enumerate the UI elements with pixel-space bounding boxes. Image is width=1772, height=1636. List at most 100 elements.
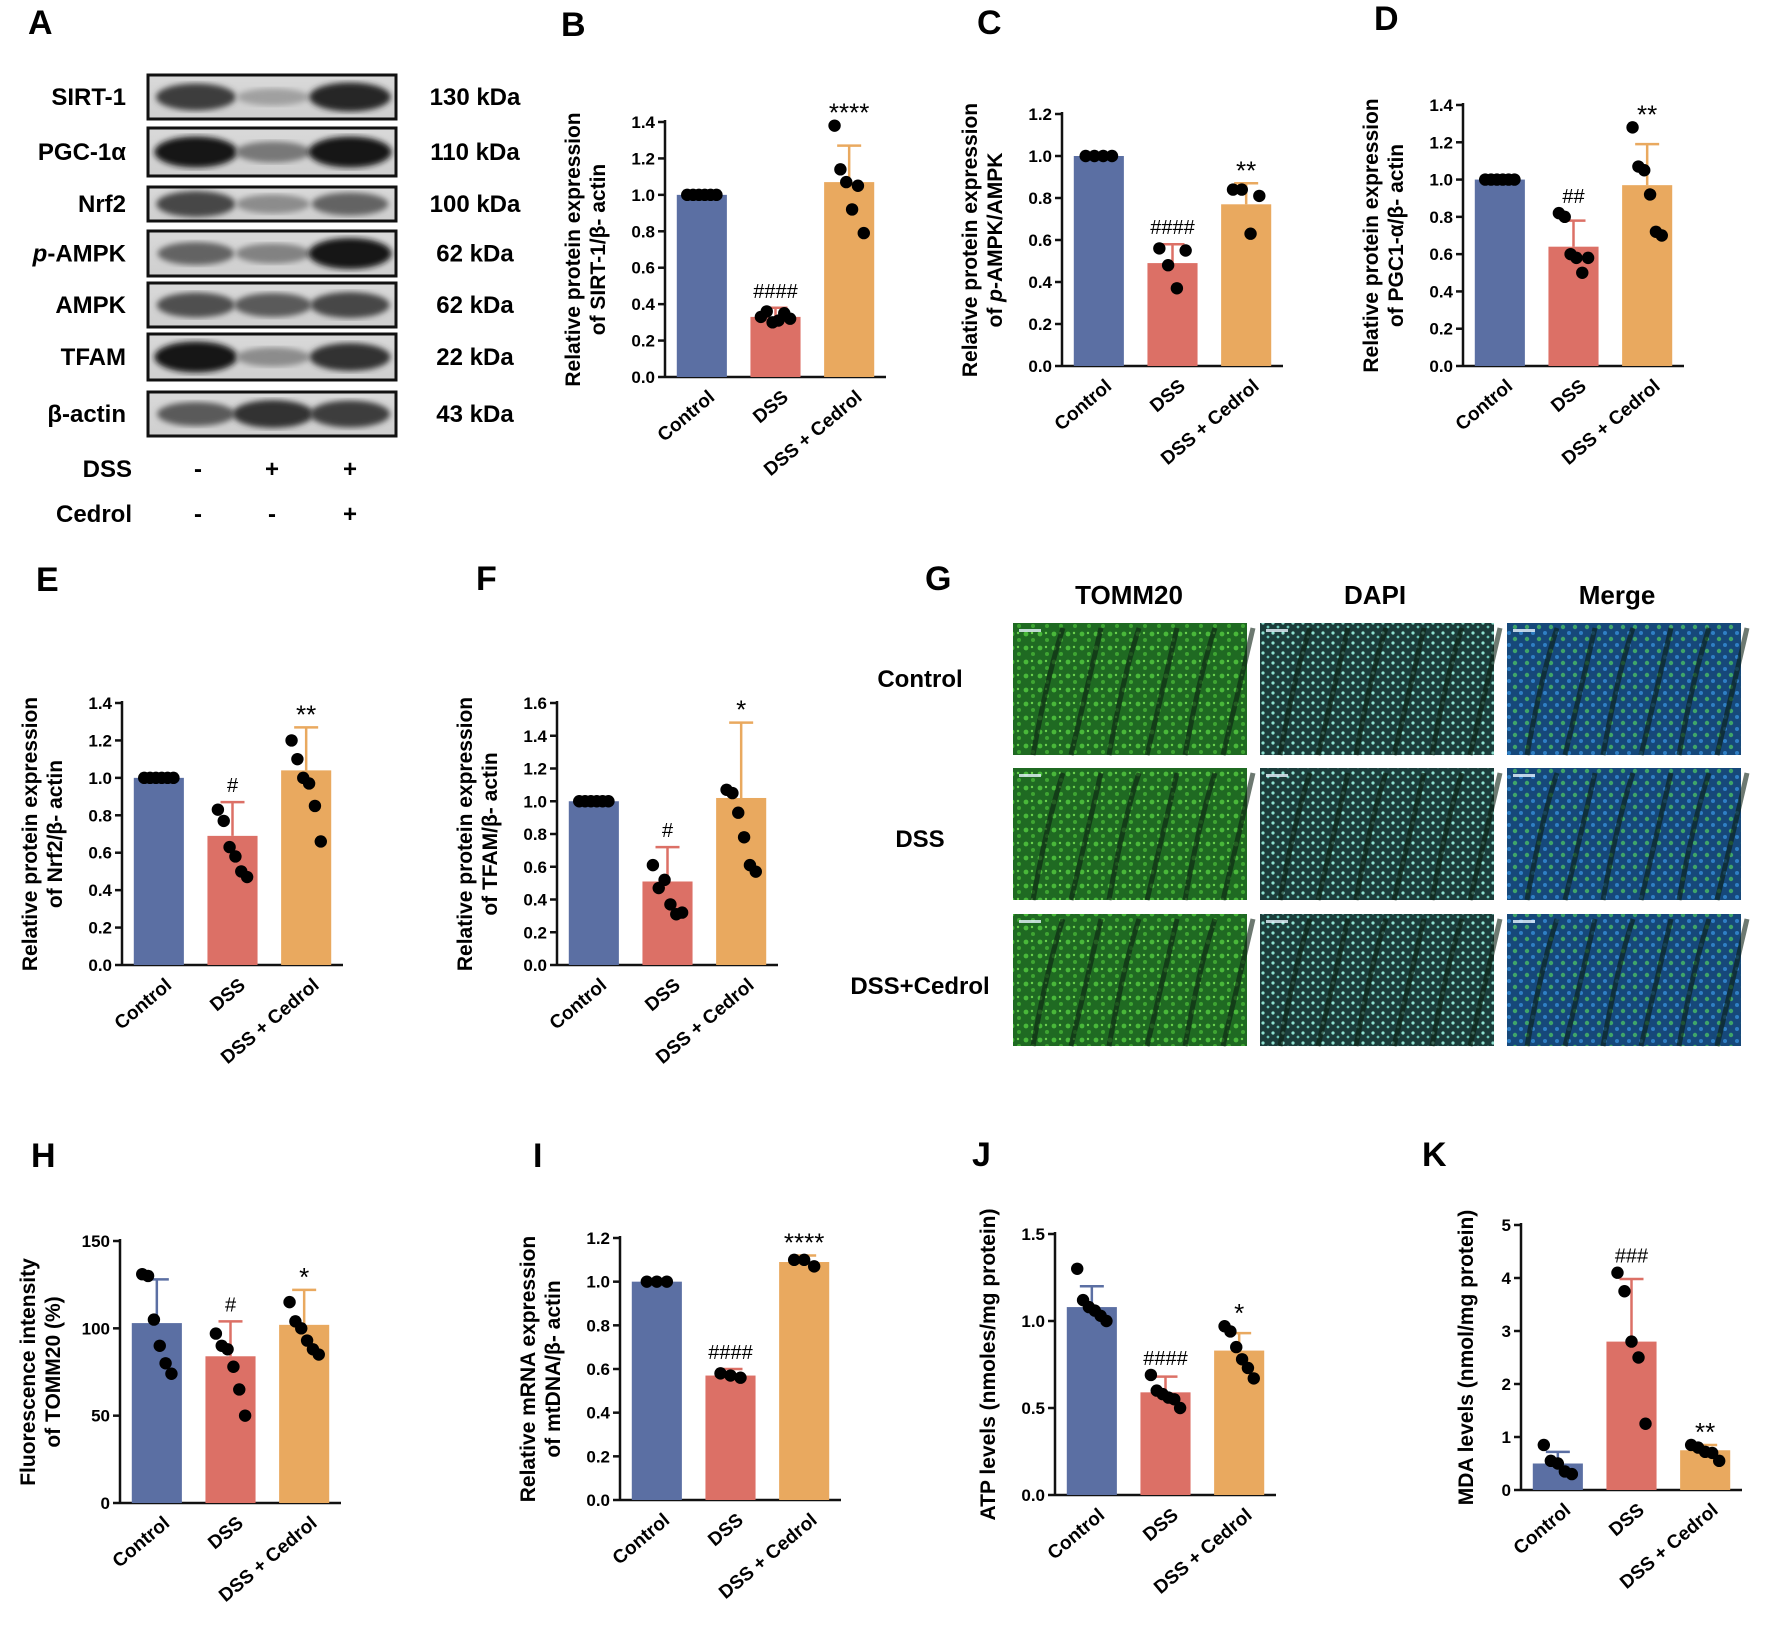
significance-label: * [736,695,746,725]
x-category-label: Control [109,1513,174,1573]
data-point [602,795,615,808]
blot-band [236,194,310,214]
bar-dss [1147,263,1198,366]
chart-f: F 0.0 0.2 0.4 0.6 0.8 1.0 1.2 1.4 1.6 Relative pro… [454,560,778,1069]
data-point [1161,259,1175,272]
y-tick-label: 0.6 [586,1360,610,1379]
data-point [851,179,865,192]
data-point [283,1295,296,1309]
data-point [1153,242,1166,255]
data-point [1179,244,1192,257]
data-point [221,1343,234,1356]
blot-band [309,343,391,371]
blot-kda-label: 62 kDa [436,241,514,268]
x-category-label: DSS [704,1510,747,1551]
x-category-label: DSS [204,1513,247,1554]
y-tick-label: 1.2 [88,731,112,750]
x-category-label: DSS [206,975,249,1016]
y-tick-label: 0.4 [523,891,547,910]
data-point [238,1409,252,1422]
y-tick-label: 0.4 [88,881,112,900]
y-axis-label: of Nrf2/β- actin [44,760,67,908]
data-point [1168,1393,1181,1406]
blot-band [157,402,235,426]
significance-label: **** [829,98,869,128]
blot-row-sirt-1: SIRT-1 130 kDa [51,73,521,121]
y-axis-label: ATP levels (nmoles/mg protein) [977,1209,1000,1521]
y-tick-label: 100 [82,1319,110,1338]
y-tick-label: 0.2 [631,332,655,351]
y-tick-label: 1.0 [88,769,112,788]
dapi-image-dss-cedrol [1260,914,1503,1047]
data-point [147,1313,161,1326]
significance-label: ** [1637,99,1657,129]
data-point [1581,251,1595,265]
y-tick-label: 0.2 [523,923,547,942]
blot-band [311,192,389,216]
bar-dss [1548,246,1599,366]
blot-row-actin: β-actin 43 kDa [47,390,514,438]
x-category-label: DSS [749,387,792,428]
significance-label: **** [784,1227,824,1257]
y-tick-label: 0.0 [586,1491,610,1510]
blot-band [156,191,236,217]
y-axis-label: Relative mRNA expression [517,1236,540,1503]
significance-label: #### [708,1342,753,1364]
microscopy-panel: G TOMM20 DAPI Merge Control DSS DSS+Cedrol [850,560,1750,1047]
x-category-label: DSS [1146,376,1189,417]
bar-control [631,1281,682,1500]
chart-b: B 0.0 0.2 0.4 0.6 0.8 1.0 1.2 1.4 Relative protei… [561,6,886,481]
bar-control [131,1323,182,1503]
chart-e: E 0.0 0.2 0.4 0.6 0.8 1.0 1.2 1.4 Relative protei… [19,561,343,1069]
bar-control [568,801,619,965]
data-point [217,814,230,828]
data-point [710,188,723,202]
y-tick-label: 4 [1502,1269,1512,1288]
data-point [165,1367,178,1380]
data-point [845,203,859,216]
data-point [1230,1340,1243,1354]
data-point [640,1275,654,1288]
data-point [724,1369,737,1382]
data-point [857,226,870,240]
chart-j: J 0.0 0.5 1.0 1.5 ATP levels (nmoles/mg prote… [972,1136,1276,1599]
blot-row-ampk: AMPK 62 kDa [55,281,514,329]
blot-protein-label: AMPK [55,292,126,319]
y-axis-label: Relative protein expression [562,112,585,386]
y-tick-label: 1.4 [631,113,655,132]
chart-h: H 0 50 100 150 Fluorescence intensity of TOMM2… [17,1137,341,1607]
blot-kda-label: 62 kDa [436,292,514,319]
blot-band [156,83,236,111]
x-category-label: DSS [1139,1505,1182,1546]
data-point [1618,1285,1631,1298]
bar-dss-cedrol [1214,1350,1265,1495]
panel-letter-g: G [925,560,951,598]
x-category-label: Control [1051,376,1116,436]
data-point [240,870,254,884]
data-point [1235,1353,1249,1366]
micro-row-dss-cedrol: DSS+Cedrol [850,973,989,1000]
y-tick-label: 0.0 [523,956,547,975]
y-tick-label: 0.0 [1021,1486,1045,1505]
data-point [714,1367,727,1380]
blot-band [234,293,312,317]
y-tick-label: 1.2 [586,1229,610,1248]
y-tick-label: 1.2 [1429,133,1453,152]
data-point [308,799,322,813]
data-point [1632,1351,1645,1364]
significance-label: ## [1562,186,1585,208]
blot-band [310,292,390,318]
tomm20-image-dss-cedrol [1013,914,1256,1047]
blot-kda-label: 110 kDa [430,139,520,166]
y-axis-label: MDA levels (nmol/mg protein) [1455,1210,1478,1506]
y-tick-label: 1.6 [523,694,547,713]
bar-dss-cedrol [716,797,767,965]
blot-band [309,82,391,112]
data-point [1170,282,1184,295]
data-point [749,865,762,878]
data-point [1253,189,1266,203]
data-point [1558,210,1571,224]
y-tick-label: 0.6 [631,259,655,278]
data-point [726,786,739,800]
y-tick-label: 1.0 [1021,1312,1045,1331]
